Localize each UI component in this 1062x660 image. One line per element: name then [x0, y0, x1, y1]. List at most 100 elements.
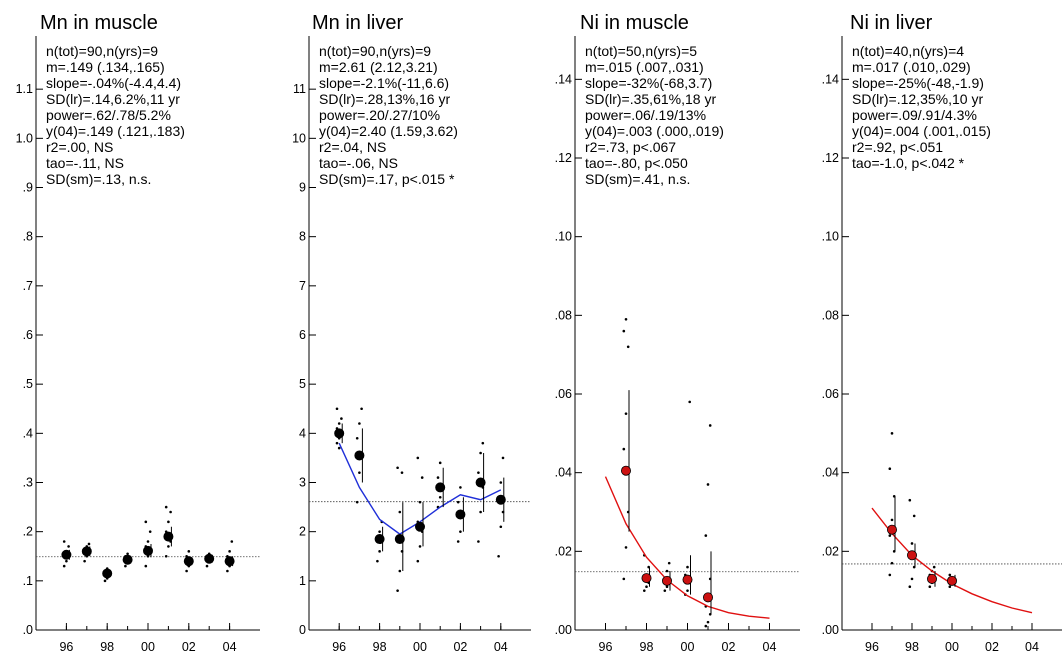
chart-title: Mn in muscle — [40, 12, 158, 34]
raw-point — [645, 585, 648, 589]
stat-line: SD(lr)=.12,35%,10 yr — [852, 91, 983, 107]
y-tick-label: .00 — [555, 623, 572, 637]
stat-line: slope=-25%(-48,-1.9) — [852, 75, 984, 91]
y-tick-label: .2 — [23, 525, 33, 539]
y-tick-label: .4 — [23, 426, 33, 440]
chart-panel-4: Ni in liver .00 .02 .04 .06 .08 .10 .12 .14 96 98 0… — [822, 12, 1062, 654]
y-tick-label: 1.1 — [16, 82, 33, 96]
raw-point — [622, 447, 626, 451]
raw-point — [438, 495, 442, 499]
raw-point — [624, 546, 628, 549]
y-tick-label: .06 — [822, 387, 839, 401]
raw-point — [910, 577, 914, 581]
stat-line: SD(sm)=.17, p<.015 * — [319, 171, 455, 187]
raw-point — [187, 550, 191, 553]
stat-line: r2=.73, p<.067 — [585, 139, 676, 155]
chart-panel-3: Ni in muscle .00 .02 .04 .06 .08 .10 .12 .14 96 98… — [555, 12, 800, 654]
raw-point — [146, 540, 150, 543]
raw-point — [335, 407, 339, 411]
raw-point — [62, 564, 66, 568]
mean-point — [183, 556, 194, 567]
x-tick-label: 04 — [494, 640, 508, 654]
x-tick-label: 96 — [599, 640, 613, 654]
stat-line: n(tot)=90,n(yrs)=9 — [319, 43, 431, 59]
x-tick-label: 02 — [722, 640, 736, 654]
raw-point — [416, 559, 420, 563]
stat-line: SD(sm)=.13, n.s. — [46, 171, 151, 187]
raw-point — [501, 456, 505, 460]
stat-line: power=.20/.27/10% — [319, 107, 440, 123]
raw-point — [665, 585, 669, 589]
stat-line: SD(lr)=.28,13%,16 yr — [319, 91, 450, 107]
raw-point — [340, 417, 343, 420]
raw-point — [164, 505, 168, 509]
mean-point — [475, 477, 486, 488]
raw-point — [355, 436, 359, 440]
y-tick-label: .04 — [822, 466, 839, 480]
mean-point — [394, 534, 405, 545]
mean-point — [435, 482, 446, 493]
mean-point — [374, 534, 385, 545]
mean-point — [947, 575, 958, 586]
raw-point — [708, 424, 712, 427]
y-tick-label: .12 — [822, 151, 839, 165]
raw-point — [144, 520, 148, 524]
y-tick-label: .08 — [822, 308, 839, 322]
y-tick-label: .12 — [555, 151, 572, 165]
y-tick-label: 0 — [299, 623, 306, 637]
raw-point — [230, 540, 234, 543]
raw-point — [83, 559, 86, 563]
x-tick-label: 00 — [681, 640, 695, 654]
y-tick-label: .00 — [822, 623, 839, 637]
raw-point — [167, 520, 170, 524]
raw-point — [144, 564, 148, 568]
x-tick-label: 00 — [141, 640, 155, 654]
raw-point — [436, 476, 440, 479]
raw-point — [704, 534, 708, 537]
stat-line: tao=-.80, p<.050 — [585, 155, 688, 171]
raw-point — [205, 564, 209, 568]
raw-point — [167, 545, 170, 548]
mean-point — [641, 573, 652, 584]
chart-panel-2: Mn in liver 0 1 2 3 4 5 6 7 8 9 10 11 96 98 00 02 04 n(tot… — [292, 12, 531, 654]
stat-line: SD(sm)=.41, n.s. — [585, 171, 690, 187]
y-tick-label: .10 — [822, 230, 839, 244]
x-tick-label: 02 — [182, 640, 196, 654]
raw-point — [418, 500, 422, 504]
mean-point — [907, 550, 918, 561]
raw-point — [908, 585, 912, 589]
raw-point — [337, 446, 341, 450]
raw-point — [622, 577, 626, 581]
x-tick-label: 98 — [640, 640, 654, 654]
raw-point — [706, 620, 710, 624]
raw-point — [396, 589, 399, 592]
stat-line: m=.017 (.010,.029) — [852, 59, 971, 75]
fit-line — [604, 476, 770, 619]
y-tick-label: 7 — [299, 279, 306, 293]
raw-point — [62, 540, 66, 543]
mean-point — [224, 556, 235, 567]
stat-line: n(tot)=40,n(yrs)=4 — [852, 43, 964, 59]
mean-point — [621, 465, 632, 476]
stat-line: tao=-.06, NS — [319, 155, 398, 171]
raw-point — [686, 589, 689, 592]
mean-point — [414, 521, 425, 532]
y-tick-label: 10 — [292, 131, 306, 145]
y-tick-label: .6 — [23, 328, 33, 342]
x-tick-label: 04 — [763, 640, 777, 654]
raw-point — [665, 569, 669, 573]
stat-line: power=.62/.78/5.2% — [46, 107, 171, 123]
raw-point — [87, 542, 91, 546]
raw-point — [459, 530, 462, 533]
raw-point — [479, 451, 482, 455]
mean-point — [662, 575, 673, 586]
raw-point — [67, 545, 70, 548]
y-tick-label: 8 — [299, 230, 306, 244]
stat-line: SD(lr)=.14,6.2%,11 yr — [46, 91, 180, 107]
x-tick-label: 98 — [100, 640, 114, 654]
stat-line: n(tot)=90,n(yrs)=9 — [46, 43, 158, 59]
y-tick-label: .08 — [555, 308, 572, 322]
stat-line: n(tot)=50,n(yrs)=5 — [585, 43, 697, 59]
y-tick-label: .0 — [23, 623, 33, 637]
y-tick-label: 2 — [299, 525, 306, 539]
